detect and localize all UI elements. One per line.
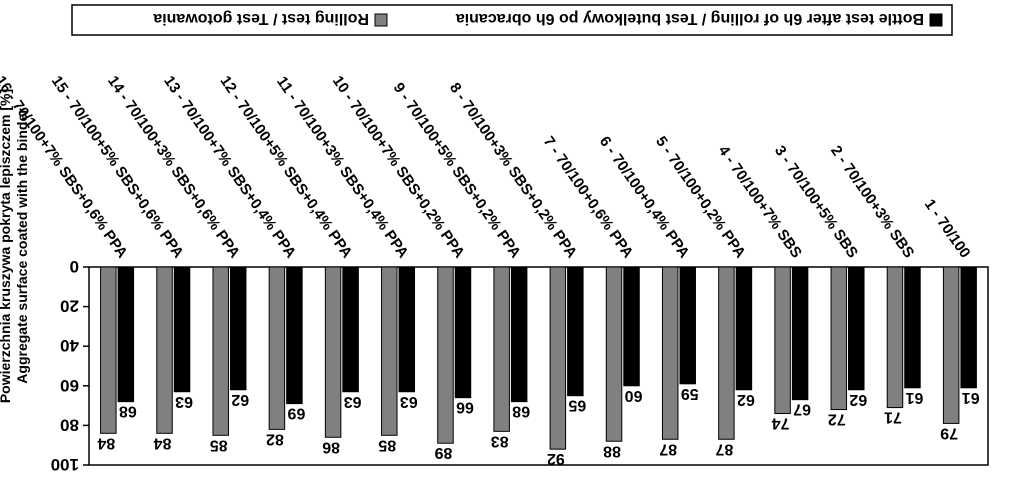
data-label: 88 bbox=[603, 442, 621, 459]
legend-entry: Bottle test after 6h of rolling / Test b… bbox=[456, 10, 924, 27]
bar-rolling-test bbox=[549, 266, 567, 450]
data-label: 65 bbox=[568, 397, 586, 414]
y-axis-title-line: Aggregate surface coated with the binder bbox=[14, 108, 30, 384]
bar-bottle-test bbox=[567, 266, 584, 397]
bar-rolling-test bbox=[661, 266, 679, 440]
bar-bottle-test bbox=[454, 266, 472, 399]
chart-rotated-group: 0 20 40 60 80 100 79 71 72 74 87 87 88 92 83 89 85 86 82 8… bbox=[0, 4, 989, 474]
data-label: 72 bbox=[828, 411, 846, 428]
bar-rolling-test bbox=[605, 266, 623, 442]
data-label: 92 bbox=[547, 450, 565, 467]
data-label: 71 bbox=[884, 409, 902, 426]
data-label: 67 bbox=[793, 401, 811, 418]
y-tick-label: 20 bbox=[60, 297, 79, 316]
bar-bottle-test bbox=[679, 266, 696, 385]
bar-bottle-test bbox=[229, 266, 247, 391]
bar-rolling-test bbox=[212, 266, 229, 436]
data-label: 61 bbox=[905, 389, 923, 406]
bar-rolling-test bbox=[156, 266, 173, 434]
y-axis-title-line: Powierzchnia kruszywa pokryta lepiszczem… bbox=[0, 89, 13, 403]
bar-rolling-test bbox=[268, 266, 286, 430]
bar-bottle-test bbox=[173, 266, 191, 393]
bar-rolling-test bbox=[324, 266, 342, 438]
data-label: 68 bbox=[119, 403, 137, 420]
data-label: 85 bbox=[378, 436, 396, 453]
bar-bottle-test bbox=[735, 266, 753, 391]
y-tick-label: 80 bbox=[60, 415, 79, 434]
bar-bottle-test bbox=[342, 266, 359, 393]
bar-bottle-test bbox=[623, 266, 640, 387]
data-label: 83 bbox=[491, 432, 509, 449]
data-label: 59 bbox=[681, 385, 699, 402]
legend-entry: Rolling test / Test gotowania bbox=[153, 10, 369, 27]
legend-box bbox=[71, 4, 953, 36]
data-label: 61 bbox=[962, 389, 980, 406]
y-tick-label: 0 bbox=[70, 257, 79, 276]
data-label: 86 bbox=[322, 438, 340, 455]
data-label: 84 bbox=[97, 434, 115, 451]
y-tick-label: 40 bbox=[60, 336, 79, 355]
y-axis-title: Aggregate surface coated with the binder… bbox=[0, 89, 30, 403]
data-label: 62 bbox=[231, 391, 249, 408]
data-label: 79 bbox=[940, 424, 958, 441]
data-label: 68 bbox=[512, 403, 530, 420]
data-label: 62 bbox=[849, 391, 867, 408]
y-tick-label: 100 bbox=[51, 455, 79, 474]
data-label: 87 bbox=[715, 440, 733, 457]
bar-rolling-test bbox=[718, 266, 735, 440]
data-label: 89 bbox=[434, 444, 452, 461]
data-label: 66 bbox=[456, 399, 474, 416]
legend: Bottle test after 6h of rolling / Test b… bbox=[71, 4, 953, 36]
bar-rolling-test bbox=[100, 266, 117, 434]
data-label: 63 bbox=[400, 393, 418, 410]
data-label: 85 bbox=[210, 436, 228, 453]
data-label: 63 bbox=[175, 393, 193, 410]
bar-rolling-test bbox=[381, 266, 398, 436]
data-label: 74 bbox=[772, 415, 790, 432]
value-labels: 79 71 72 74 87 87 88 92 83 89 85 86 82 85 84 84 61 61 62 67… bbox=[97, 385, 979, 467]
bar-bottle-test bbox=[398, 266, 416, 393]
data-label: 60 bbox=[625, 387, 643, 404]
y-tick-label: 60 bbox=[60, 376, 79, 395]
bar-bottle-test bbox=[791, 266, 809, 401]
bar-rolling-test bbox=[830, 266, 848, 411]
bar-bottle-test bbox=[117, 266, 135, 403]
y-axis: 0 20 40 60 80 100 bbox=[51, 257, 89, 474]
bar-bottle-test bbox=[960, 266, 977, 389]
bar-rolling-test bbox=[493, 266, 510, 432]
bar-bottle-test bbox=[510, 266, 528, 403]
bar-bottle-test bbox=[904, 266, 921, 389]
data-label: 87 bbox=[659, 440, 677, 457]
legend-swatch bbox=[929, 13, 943, 27]
data-label: 84 bbox=[154, 434, 172, 451]
data-label: 63 bbox=[344, 393, 362, 410]
bar-rolling-test bbox=[437, 266, 454, 444]
bar-rolling-test bbox=[774, 266, 791, 415]
category-label: 1 - 70/100 bbox=[921, 196, 974, 261]
bar-rolling-test bbox=[886, 266, 904, 409]
data-label: 69 bbox=[287, 405, 305, 422]
bar-rolling-test bbox=[942, 266, 960, 424]
data-label: 82 bbox=[266, 430, 284, 447]
data-label: 62 bbox=[737, 391, 755, 408]
bars bbox=[100, 266, 977, 450]
bar-bottle-test bbox=[848, 266, 865, 391]
bar-bottle-test bbox=[286, 266, 303, 405]
legend-swatch bbox=[374, 13, 388, 27]
